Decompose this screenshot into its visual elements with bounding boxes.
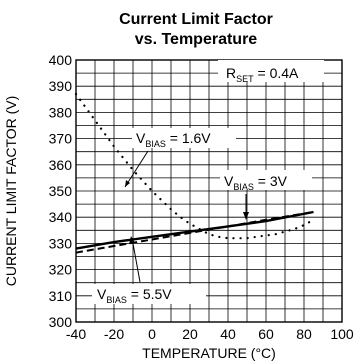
series-line-dashed [75,211,314,254]
x-tick-label: 0 [148,326,156,342]
rset-label: RSET = 0.4A [226,65,299,84]
vbias-5-5-leader [131,237,141,283]
plot-frame [75,59,343,323]
vbias-1-6-label: VBIAS = 1.6V [136,130,211,149]
chart-title-line-1: Current Limit Factor [119,11,273,28]
series-lines [74,92,315,254]
x-tick-label: -20 [104,326,124,342]
x-tick-label: 40 [220,326,236,342]
y-tick-label: 310 [49,288,73,304]
y-tick-label: 300 [49,314,73,330]
vbias-5-5-label: VBIAS = 5.5V [97,286,172,305]
y-tick-label: 320 [49,262,73,278]
y-tick-label: 370 [49,131,73,147]
vbias-3-label: VBIAS = 3V [224,173,288,192]
tick-labels: -40 -20 0 20 40 60 80 100 300 310 320 330 340 350 360 3… [49,52,354,342]
x-tick-label: -40 [66,326,86,342]
y-tick-label: 390 [49,78,73,94]
vbias-5-5-arrowhead [129,236,135,244]
y-tick-label: 340 [49,209,73,225]
vbias-3-label-bg [220,170,312,190]
vbias-1-6-leader [124,150,149,188]
x-tick-label: 20 [182,326,198,342]
y-axis-label: CURRENT LIMIT FACTOR (V) [3,96,19,287]
grid [76,60,342,322]
y-tick-label: 350 [49,183,73,199]
x-tick-label: 60 [258,326,274,342]
vbias-1-6-label-bg [132,128,236,148]
series-line-dotted [74,92,315,240]
rset-label-bg [218,60,324,82]
vbias-1-6-arrowhead [125,180,130,187]
vbias-3-arrowhead [243,212,249,220]
y-tick-label: 400 [49,52,73,68]
x-axis-label: TEMPERATURE (°C) [142,345,276,361]
annotations: RSET = 0.4A VBIAS = 1.6V VBIAS = 3V VBIA… [92,60,324,305]
y-tick-label: 330 [49,235,73,251]
y-tick-label: 380 [49,104,73,120]
x-tick-label: 80 [296,326,312,342]
chart-title-line-2: vs. Temperature [135,31,258,48]
vbias-5-5-label-bg [92,284,206,304]
series-line-solid [75,210,314,250]
y-tick-label: 360 [49,157,73,173]
x-tick-label: 100 [330,326,354,342]
